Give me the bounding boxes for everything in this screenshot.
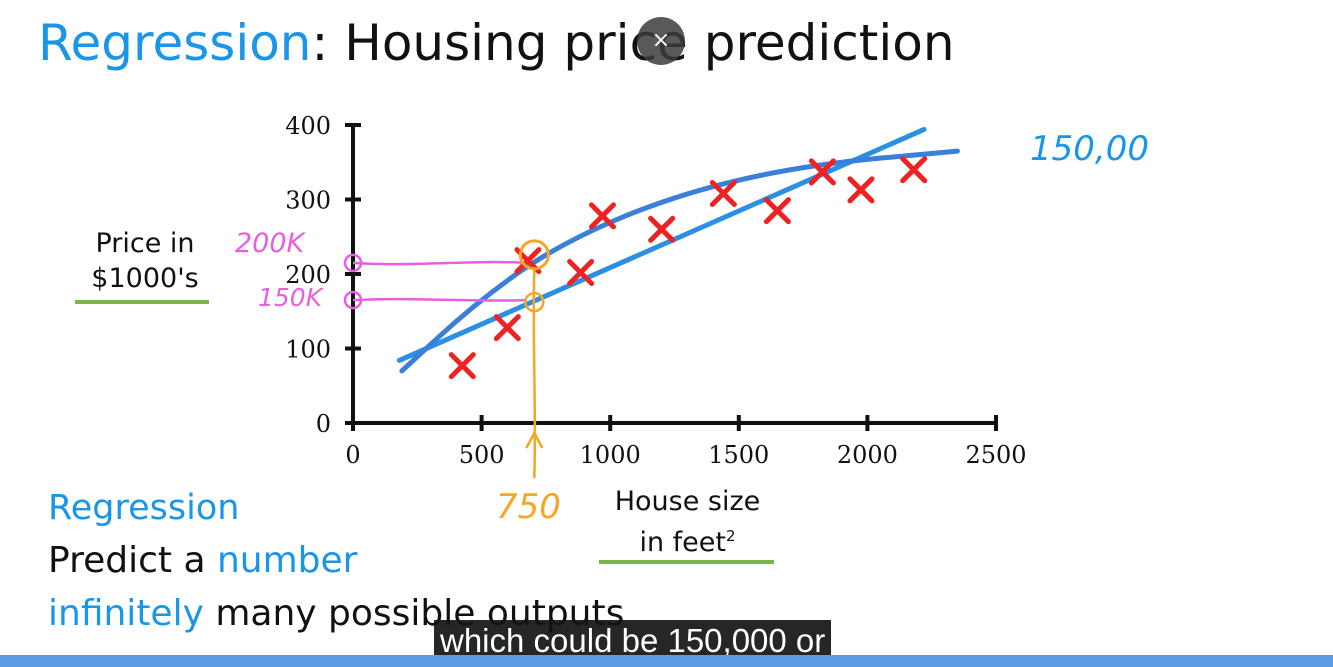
- x-tick-label: 2500: [965, 441, 1026, 469]
- data-point: [709, 180, 737, 208]
- data-point: [847, 176, 875, 204]
- close-icon[interactable]: ×: [637, 17, 685, 65]
- fit-line-curve: [399, 148, 960, 374]
- title-rest: : Housing price prediction: [311, 14, 955, 72]
- size-guide-line: [532, 268, 537, 479]
- x-axis-label-line2: in feet2: [639, 527, 736, 558]
- x-tick-label: 1500: [708, 441, 769, 469]
- data-point: [763, 197, 791, 225]
- data-point: [900, 156, 928, 184]
- y-tick-label: 200: [285, 261, 331, 289]
- price-guide-high: [352, 260, 525, 266]
- y-label-underline: [75, 300, 209, 304]
- data-point: [448, 352, 476, 380]
- data-point: [588, 202, 616, 230]
- annotation-handwritten: 150,00: [1030, 129, 1149, 169]
- y-tick-label: 300: [285, 187, 331, 215]
- x-axis-label-line1: House size: [614, 486, 761, 517]
- bottom-heading: Regression: [48, 488, 240, 528]
- y-axis-label: Price in $1000's: [70, 226, 220, 296]
- price-guide-low: [352, 297, 527, 302]
- price-marker-high: [343, 253, 363, 273]
- x-tick-label: 500: [459, 441, 505, 469]
- x-tick-label: 0: [345, 441, 360, 469]
- title-accent: Regression: [38, 14, 312, 72]
- page-title: Regression: Housing price prediction: [38, 14, 955, 72]
- fit-line-straight: [396, 126, 927, 363]
- y-tick-label: 400: [285, 112, 331, 140]
- bottom-line-3-accent: infinitely: [48, 593, 204, 634]
- x-tick-label: 2000: [837, 441, 898, 469]
- bottom-line-2-accent: number: [216, 540, 358, 581]
- x-tick-label: 1000: [580, 441, 641, 469]
- annotation-200k: 200K: [235, 228, 307, 259]
- x-label-underline: [599, 560, 774, 564]
- y-axis-label-line2: $1000's: [91, 263, 199, 294]
- annotation-150k: 150K: [258, 283, 325, 312]
- bottom-line-2-pre: Predict a: [48, 540, 217, 581]
- y-axis-label-line1: Price in: [95, 228, 195, 259]
- data-point: [567, 259, 595, 287]
- bottom-line-2: Predict a number: [48, 540, 357, 581]
- price-marker-low: [343, 290, 363, 310]
- size-guide-arrow: [525, 430, 544, 449]
- annotation-750: 750: [496, 487, 561, 527]
- y-tick-label: 100: [285, 336, 331, 364]
- y-tick-label: 0: [316, 410, 331, 438]
- data-point: [493, 314, 521, 342]
- video-progress-bar[interactable]: [0, 655, 1333, 667]
- data-point: [808, 158, 836, 186]
- x-axis-label: House size in feet2: [595, 484, 780, 560]
- data-point: [648, 215, 676, 243]
